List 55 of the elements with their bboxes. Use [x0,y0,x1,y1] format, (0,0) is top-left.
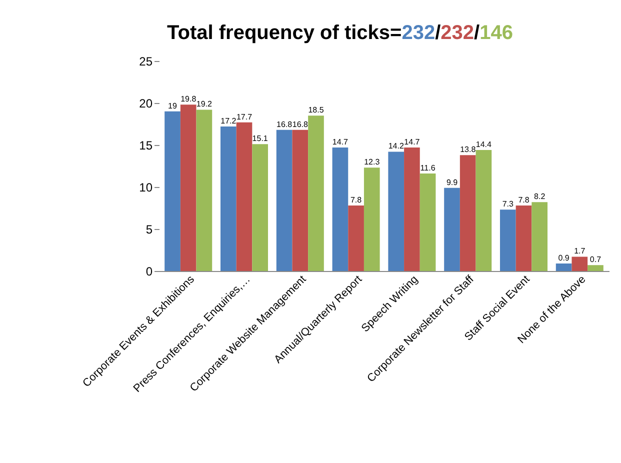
data-label: 12.3 [364,158,380,167]
bar [292,130,308,271]
y-tick-label: 10 [139,180,153,194]
chart-title: Total frequency of ticks=232/232/146 [166,21,514,46]
data-label: 14.7 [404,138,420,147]
bar [364,168,380,271]
data-label: 17.2 [220,116,237,126]
data-label: 7.8 [518,195,530,204]
bar [556,263,572,271]
bar [164,111,180,271]
data-label: 1.7 [574,246,586,256]
bar [460,155,476,271]
y-tick-label: 25 [139,54,153,68]
y-tick-label: 15 [139,138,153,152]
bar [476,150,492,271]
data-label: 0.7 [590,255,602,264]
data-label: 11.6 [420,164,436,173]
bar [252,144,268,271]
bar [196,110,212,271]
bar [220,126,236,271]
data-label: 7.3 [502,200,514,209]
data-label: 14.7 [332,138,349,147]
y-tick-label: 0 [146,264,153,278]
bar [180,104,196,271]
data-label: 8.2 [534,192,546,202]
y-tick-label: 5 [146,222,153,236]
y-tick-label: 20 [139,96,153,110]
bar [404,148,420,271]
bar [388,152,404,271]
bar [532,202,548,271]
data-label: 14.2 [388,142,404,151]
bar [308,116,324,271]
bar [420,174,436,271]
data-label: 18.5 [308,106,324,115]
data-label: 16.8 [276,120,293,129]
data-label: 0.9 [558,253,570,262]
data-label: 19.8 [180,94,197,104]
bar [348,205,364,271]
bar [500,210,516,271]
bar [276,130,292,271]
data-label: 13.8 [460,145,476,154]
bar [516,205,532,271]
bar [236,122,252,271]
bar [332,148,348,271]
data-label: 19 [168,101,178,110]
data-label: 15.1 [252,134,268,144]
data-label: 9.9 [446,178,458,187]
bar [588,265,604,271]
bar [444,188,460,271]
data-label: 16.8 [292,120,308,129]
bar [572,256,588,271]
data-label: 7.8 [350,195,362,204]
data-label: 17.7 [236,112,253,122]
data-label: 14.4 [476,140,492,150]
data-label: 19.2 [196,100,213,109]
